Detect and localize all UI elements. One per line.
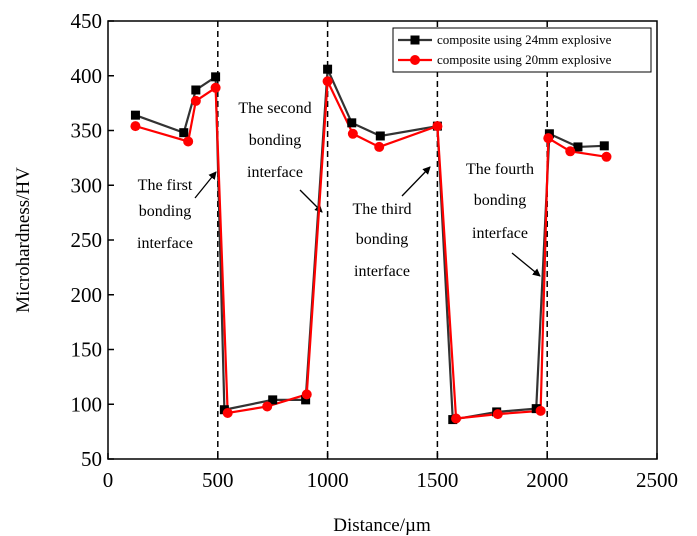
- annotation-text: interface: [354, 263, 410, 280]
- y-tick-label: 450: [71, 9, 103, 33]
- x-tick-label: 2000: [526, 468, 568, 492]
- legend-marker-square: [410, 35, 420, 45]
- data-point-circle: [601, 151, 612, 162]
- annotation-text: The first: [138, 177, 193, 194]
- data-point-square: [599, 141, 609, 151]
- y-tick-label: 250: [71, 228, 103, 252]
- legend-marker-circle: [410, 55, 420, 65]
- annotation-text: interface: [137, 235, 193, 252]
- annotation-text: bonding: [474, 192, 526, 209]
- data-point-square: [375, 131, 385, 141]
- data-point-circle: [301, 389, 312, 400]
- data-point-circle: [565, 146, 576, 157]
- data-point-square: [211, 72, 221, 82]
- data-point-square: [191, 85, 201, 95]
- data-point-square: [347, 118, 357, 128]
- y-tick-label: 400: [71, 64, 103, 88]
- y-tick-label: 100: [71, 392, 103, 416]
- annotation-text: The second: [238, 100, 311, 117]
- annotation-arrow: [401, 166, 431, 197]
- data-point-circle: [374, 141, 385, 152]
- annotation-text: bonding: [139, 203, 191, 220]
- data-point-circle: [190, 95, 201, 106]
- data-point-square: [130, 110, 140, 120]
- data-point-circle: [322, 76, 333, 87]
- x-tick-label: 500: [202, 468, 234, 492]
- series-group: [130, 64, 612, 425]
- legend-label: composite using 20mm explosive: [437, 52, 612, 67]
- data-point-square: [179, 128, 189, 138]
- data-point-square: [268, 395, 278, 405]
- x-tick-label: 2500: [636, 468, 678, 492]
- data-point-square: [323, 64, 333, 74]
- annotation-arrow: [511, 252, 541, 277]
- data-point-square: [301, 395, 311, 405]
- y-tick-label: 50: [81, 447, 102, 471]
- data-point-circle: [262, 401, 273, 412]
- data-point-circle: [535, 405, 546, 416]
- annotation-arrow: [194, 171, 217, 199]
- data-point-circle: [347, 128, 358, 139]
- annotation-text: interface: [247, 164, 303, 181]
- x-tick-label: 0: [103, 468, 114, 492]
- y-tick-label: 350: [71, 119, 103, 143]
- data-point-circle: [130, 121, 141, 132]
- y-tick-label: 150: [71, 338, 103, 362]
- y-tick-label: 200: [71, 283, 103, 307]
- data-point-circle: [543, 133, 554, 144]
- x-tick-label: 1000: [307, 468, 349, 492]
- y-tick-label: 300: [71, 173, 103, 197]
- data-point-circle: [432, 121, 443, 132]
- annotation-text: The third: [352, 201, 411, 218]
- data-point-circle: [183, 136, 194, 147]
- x-tick-label: 1500: [416, 468, 458, 492]
- annotation-text: interface: [472, 225, 528, 242]
- data-point-square: [573, 142, 583, 152]
- annotations: The first bonding interface The second bondi…: [137, 100, 541, 280]
- data-point-circle: [451, 413, 462, 424]
- y-axis-title: Microhardness/HV: [13, 167, 34, 313]
- legend: composite using 24mm explosive composite …: [392, 27, 652, 73]
- legend-label: composite using 24mm explosive: [437, 32, 612, 47]
- axis-ticks: 0 500 1000 1500 2000 2500 50 100 150 200 250 300 350…: [71, 9, 679, 492]
- data-point-circle: [210, 82, 221, 93]
- annotation-text: bonding: [356, 231, 408, 248]
- annotation-text: The fourth: [466, 161, 534, 178]
- data-point-circle: [222, 408, 233, 419]
- x-axis-title: Distance/µm: [333, 515, 431, 536]
- legend-box: [392, 27, 652, 73]
- annotation-text: bonding: [249, 132, 301, 149]
- data-point-circle: [492, 409, 503, 420]
